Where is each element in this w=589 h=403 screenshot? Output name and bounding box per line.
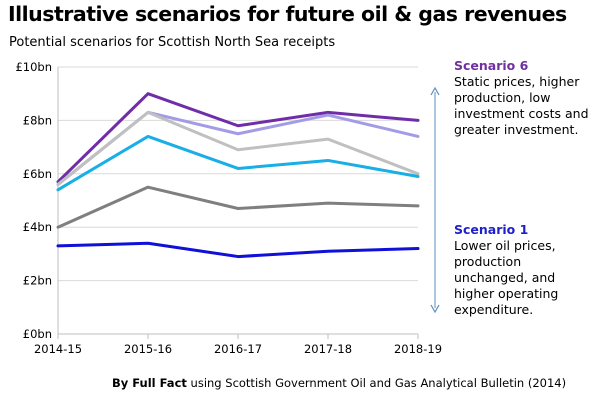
footer-author: By Full Fact xyxy=(112,376,187,390)
scenario-1-text: Lower oil prices, production unchanged, … xyxy=(454,238,559,317)
series-line-6 xyxy=(56,241,420,259)
gridlines xyxy=(58,66,418,282)
y-tick-label: £4bn xyxy=(23,220,52,234)
x-tick-label: 2016-17 xyxy=(214,342,262,356)
axes: £0bn £2bn £4bn £6bn £8bn £10bn 2014-15 2015-16 2… xyxy=(15,60,442,356)
y-tick-label: £2bn xyxy=(23,274,52,288)
y-tick-label: £6bn xyxy=(23,167,52,181)
scenario-6-heading: Scenario 6 xyxy=(454,58,529,73)
x-tick-label: 2018-19 xyxy=(394,342,442,356)
scenario-6-annotation: Scenario 6 Static prices, higher product… xyxy=(454,58,589,138)
x-tick-label: 2014-15 xyxy=(34,342,82,356)
x-tick-label: 2017-18 xyxy=(304,342,352,356)
scenario-6-text: Static prices, higher production, low in… xyxy=(454,74,589,137)
arrow-head-up xyxy=(430,86,440,96)
series-line-5 xyxy=(56,185,420,229)
range-arrow xyxy=(430,86,440,314)
x-tick-label: 2015-16 xyxy=(124,342,172,356)
scenario-1-heading: Scenario 1 xyxy=(454,222,529,237)
y-tick-label: £0bn xyxy=(23,327,52,341)
chart-title: Illustrative scenarios for future oil & … xyxy=(8,2,567,26)
arrow-head-down xyxy=(430,304,440,314)
series-line-3 xyxy=(56,110,420,186)
source-footer: By Full Fact using Scottish Government O… xyxy=(112,376,566,390)
chart-subtitle: Potential scenarios for Scottish North S… xyxy=(9,35,336,50)
footer-source: using Scottish Government Oil and Gas An… xyxy=(186,376,567,390)
y-tick-label: £8bn xyxy=(23,113,52,127)
y-tick-label: £10bn xyxy=(15,60,52,74)
scenario-1-annotation: Scenario 1 Lower oil prices, production … xyxy=(454,222,589,318)
series-lines xyxy=(56,92,420,259)
series-line-1 xyxy=(56,92,420,184)
series-line-4 xyxy=(56,134,420,192)
